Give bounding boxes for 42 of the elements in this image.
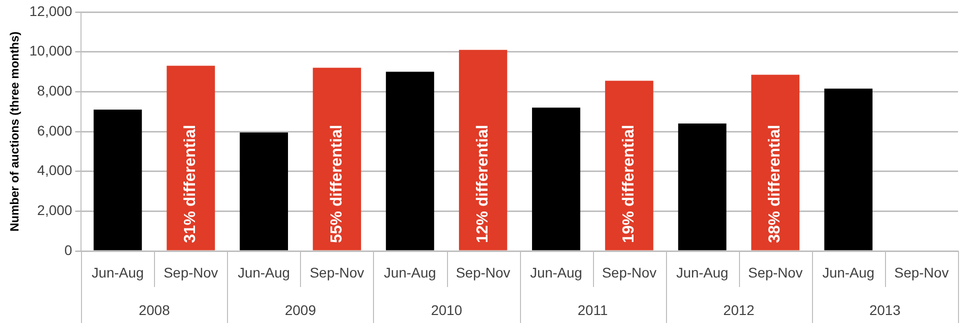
x-tick-label: Jun-Aug (530, 264, 582, 280)
y-tick-label: 10,000 (29, 42, 72, 59)
bar (605, 80, 654, 250)
annotation: 19% differential (620, 124, 638, 243)
text: 2011 (578, 302, 608, 318)
x-tick-label: Jun-Aug (238, 264, 290, 280)
y-tick-label: 8,000 (37, 82, 72, 99)
y-tick-label: 0 (64, 242, 72, 258)
x-tick-label: Sep-Nov (310, 264, 364, 280)
annotation: 38% differential (766, 124, 784, 243)
bar (94, 110, 142, 250)
bar (532, 108, 580, 250)
bar (458, 50, 508, 250)
x-tick-label: Sep-Nov (602, 264, 656, 280)
text: 2012 (723, 302, 755, 318)
annotation: 31% differential (182, 124, 200, 243)
text: 2013 (869, 302, 901, 318)
y-tick-label: 12,000 (29, 2, 72, 19)
x-tick-label: Jun-Aug (384, 264, 436, 280)
x-tick-label: Sep-Nov (894, 264, 949, 280)
text: 2009 (284, 302, 316, 318)
x-tick-label: Sep-Nov (164, 264, 218, 280)
bar (678, 124, 726, 250)
bar (386, 72, 434, 250)
annotation: 12% differential (474, 124, 492, 243)
text: 2008 (138, 302, 170, 318)
bar (824, 88, 873, 250)
x-tick-label: Jun-Aug (676, 264, 728, 280)
bar (240, 132, 288, 250)
y-tick-label: 2,000 (37, 202, 72, 218)
bar (166, 66, 215, 250)
y-tick-label: 6,000 (37, 122, 72, 138)
y-axis-title: Number of auctions (three months) (8, 31, 22, 232)
bar (751, 74, 800, 250)
x-tick-label: Sep-Nov (456, 264, 510, 280)
text: 2010 (430, 302, 462, 318)
annotation: 55% differential (328, 124, 346, 243)
y-tick-label: 4,000 (37, 162, 72, 178)
x-tick-label: Sep-Nov (748, 264, 803, 280)
x-tick-label: Jun-Aug (92, 264, 144, 280)
x-tick-label: Jun-Aug (822, 264, 874, 280)
bar (312, 68, 362, 250)
